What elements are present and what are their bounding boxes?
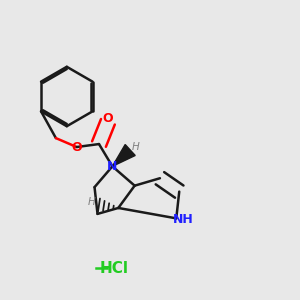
Text: O: O (103, 112, 113, 125)
Text: H: H (88, 197, 95, 207)
Text: HCl: HCl (100, 261, 129, 276)
Text: O: O (71, 140, 82, 154)
Text: H: H (132, 142, 140, 152)
Polygon shape (112, 145, 135, 166)
Text: NH: NH (173, 213, 194, 226)
Text: N: N (107, 160, 118, 173)
